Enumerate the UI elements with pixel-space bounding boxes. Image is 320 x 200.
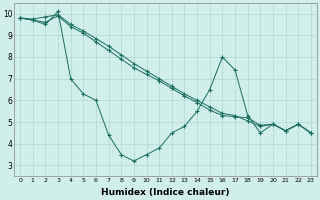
X-axis label: Humidex (Indice chaleur): Humidex (Indice chaleur)	[101, 188, 230, 197]
